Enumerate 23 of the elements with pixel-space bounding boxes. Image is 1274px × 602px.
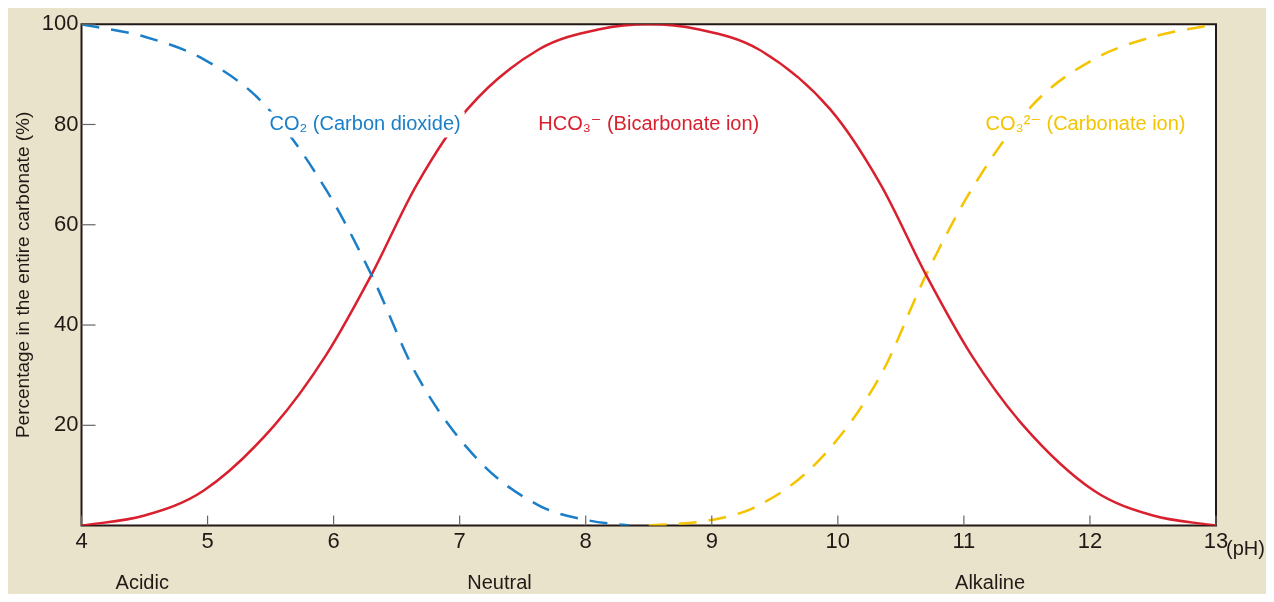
text: Acidic (115, 571, 169, 594)
y-axis-title: Percentage in the entire carbonate (%) (11, 111, 33, 439)
x-tick-label: 9 (705, 527, 718, 553)
y-tick-label: 80 (54, 110, 79, 136)
y-tick-label: 100 (41, 10, 79, 36)
line-series (81, 24, 1216, 526)
series-label: CO₂ (Carbon dioxide) (269, 112, 461, 134)
x-tick-label: 12 (1077, 527, 1103, 553)
x-tick-label: 6 (327, 527, 340, 553)
y-tick-label: 40 (54, 311, 79, 337)
text: Neutral (467, 571, 532, 594)
x-tick-label: 10 (825, 527, 851, 553)
x-tick-label: 8 (579, 527, 592, 553)
text: HCO₃⁻ (Bicarbonate ion) (538, 112, 760, 134)
y-tick-label: 60 (54, 210, 79, 236)
x-tick-label: 7 (453, 527, 466, 553)
text: Alkaline (955, 571, 1026, 594)
y-tick-label: 20 (54, 411, 79, 437)
x-tick-label: 5 (201, 527, 214, 553)
x-axis-title: (pH) (1226, 537, 1265, 560)
x-tick-label: 11 (952, 527, 976, 553)
x-tick-label: 4 (75, 527, 88, 553)
series-label: CO₃²⁻ (Carbonate ion) (985, 112, 1186, 134)
